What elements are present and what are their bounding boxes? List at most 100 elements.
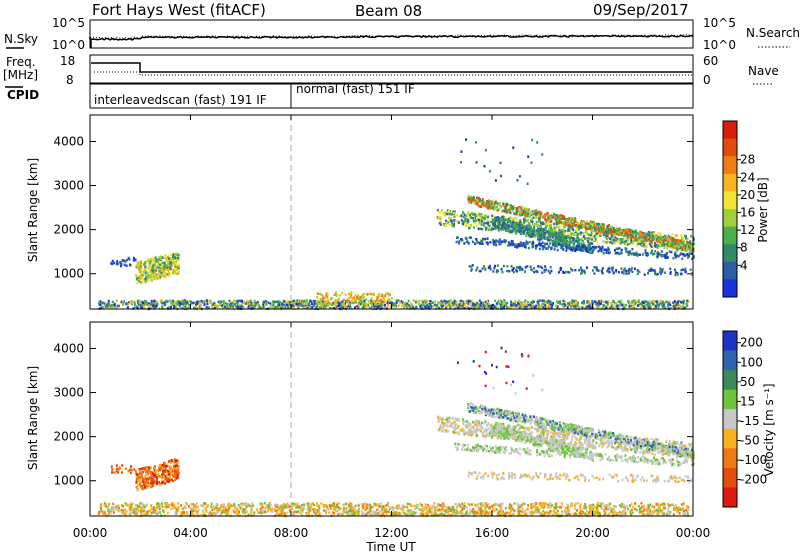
- range-gate-cell: [538, 299, 541, 302]
- range-gate-cell: [541, 231, 544, 234]
- range-gate-cell: [134, 258, 137, 261]
- range-gate-cell: [657, 303, 660, 306]
- range-gate-cell: [490, 204, 493, 208]
- range-gate-cell: [471, 199, 474, 202]
- range-gate-cell: [448, 223, 451, 226]
- range-gate-cell: [475, 224, 478, 227]
- range-gate-cell: [171, 258, 174, 261]
- range-gate-cell: [558, 243, 560, 246]
- range-gate-cell: [141, 277, 144, 281]
- range-gate-cell: [687, 256, 689, 259]
- range-gate-cell: [662, 254, 664, 257]
- range-gate-cell: [556, 234, 559, 237]
- range-gate-cell: [644, 245, 647, 248]
- range-gate-cell: [574, 233, 577, 236]
- range-gate-cell: [468, 265, 471, 268]
- range-gate-cell: [340, 306, 343, 309]
- range-gate-cell: [580, 266, 582, 270]
- range-gate-cell: [528, 240, 531, 244]
- range-gate-cell: [587, 223, 590, 227]
- range-gate-cell: [452, 224, 455, 227]
- range-gate-cell: [520, 210, 523, 214]
- range-gate-cell: [553, 241, 556, 244]
- range-gate-cell: [544, 265, 547, 268]
- range-gate-cell: [631, 300, 634, 303]
- range-gate-cell: [547, 299, 550, 303]
- range-gate-cell: [601, 223, 604, 226]
- range-gate-cell: [137, 303, 140, 306]
- range-gate-cell: [506, 269, 508, 273]
- frequency-tick-bottom: 8: [66, 73, 74, 87]
- range-gate-cell: [287, 300, 289, 303]
- range-gate-cell: [632, 242, 635, 245]
- range-gate-cell: [549, 224, 552, 227]
- range-gate-cell: [566, 239, 568, 242]
- range-gate-cell: [668, 250, 671, 253]
- range-gate-cell: [158, 269, 161, 272]
- range-gate-cell: [164, 302, 167, 305]
- range-gate-cell: [512, 228, 515, 231]
- range-gate-cell: [329, 307, 332, 310]
- range-gate-cell: [678, 241, 680, 244]
- range-gate-cell: [471, 240, 474, 244]
- range-gate-cell: [320, 301, 322, 305]
- range-gate-cell: [494, 179, 497, 182]
- range-gate-cell: [567, 232, 570, 236]
- range-gate-cell: [153, 277, 156, 280]
- range-gate-cell: [453, 222, 455, 225]
- range-gate-cell: [672, 305, 675, 308]
- range-gate-cell: [239, 299, 242, 303]
- range-gate-cell: [526, 208, 528, 211]
- range-gate-cell: [481, 242, 484, 245]
- range-gate-cell: [539, 216, 541, 219]
- range-gate-cell: [453, 302, 456, 305]
- range-gate-cell: [634, 302, 637, 306]
- frequency-panel: Freq. [MHz] 18 8 60 0 Nave: [3, 54, 779, 87]
- range-gate-cell: [289, 301, 292, 304]
- range-gate-cell: [247, 303, 250, 306]
- range-gate-cell: [365, 303, 368, 306]
- range-gate-cell: [675, 246, 678, 249]
- range-gate-cell: [371, 306, 374, 310]
- range-gate-cell: [126, 306, 129, 309]
- range-gate-cell: [617, 300, 620, 303]
- range-gate-cell: [549, 300, 552, 303]
- beam-label: Beam 08: [355, 2, 422, 20]
- range-gate-cell: [491, 508, 494, 511]
- range-gate-cell: [603, 514, 606, 517]
- range-gate-cell: [486, 303, 489, 306]
- range-gate-cell: [452, 210, 455, 214]
- range-gate-cell: [479, 304, 482, 307]
- range-gate-cell: [489, 200, 492, 204]
- range-gate-cell: [203, 303, 206, 306]
- range-gate-cell: [136, 264, 139, 268]
- range-gate-cell: [468, 302, 471, 306]
- range-gate-cell: [545, 224, 548, 228]
- range-gate-cell: [342, 298, 345, 302]
- range-gate-cell: [227, 509, 229, 512]
- range-gate-cell: [444, 223, 447, 227]
- range-gate-cell: [530, 301, 533, 305]
- range-gate-cell: [576, 301, 579, 304]
- range-gate-cell: [532, 216, 535, 219]
- range-gate-cell: [174, 267, 177, 271]
- range-gate-cell: [543, 299, 545, 303]
- range-gate-cell: [539, 236, 542, 239]
- range-gate-cell: [308, 306, 311, 309]
- range-gate-cell: [306, 301, 309, 304]
- range-gate-cell: [97, 301, 100, 304]
- range-gate-cell: [434, 508, 437, 512]
- range-gate-cell: [437, 210, 440, 214]
- range-gate-cell: [611, 225, 614, 229]
- range-gate-cell: [530, 219, 533, 222]
- range-gate-cell: [338, 304, 341, 307]
- range-gate-cell: [588, 304, 591, 308]
- range-gate-cell: [224, 302, 227, 305]
- range-gate-cell: [584, 503, 587, 506]
- range-gate-cell: [665, 252, 668, 256]
- range-gate-cell: [602, 227, 605, 230]
- range-gate-cell: [532, 241, 535, 244]
- range-gate-cell: [419, 305, 422, 308]
- range-gate-cell: [125, 302, 128, 306]
- range-gate-cell: [590, 504, 593, 507]
